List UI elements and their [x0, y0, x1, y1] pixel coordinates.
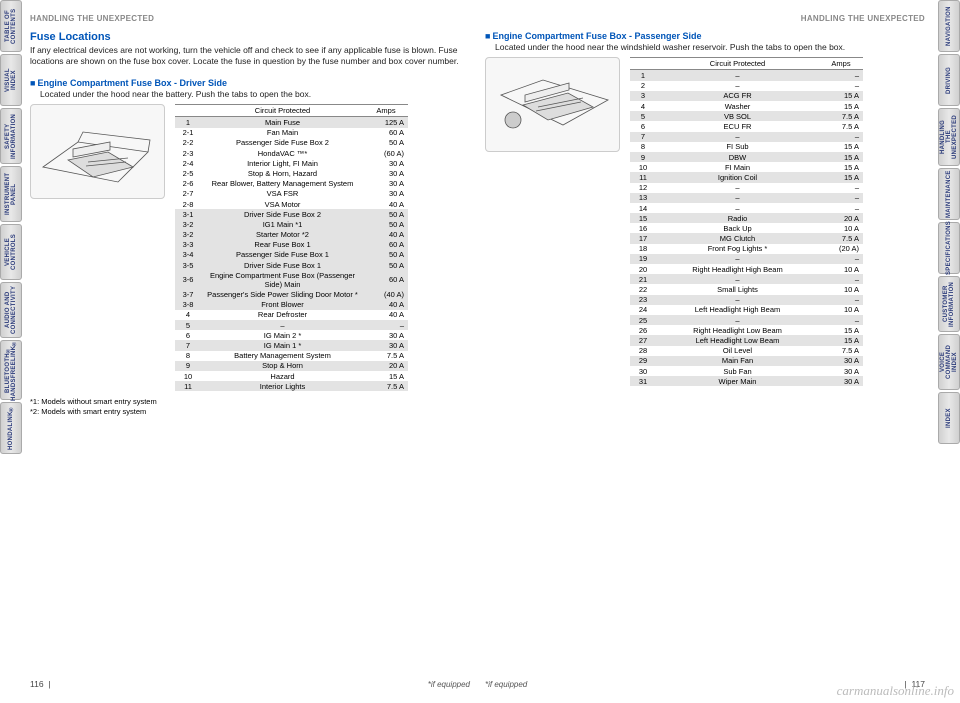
page-header-right: HANDLING THE UNEXPECTED	[485, 14, 925, 23]
nav-tab[interactable]: CUSTOMER INFORMATION	[938, 276, 960, 332]
table-row: 21––	[630, 274, 863, 284]
sub-intro-left: Located under the hood near the battery.…	[40, 89, 470, 100]
table-row: 9Stop & Horn20 A	[175, 361, 408, 371]
table-row: 7IG Main 1 *30 A	[175, 340, 408, 350]
nav-tab[interactable]: NAVIGATION	[938, 0, 960, 52]
nav-tab[interactable]: SPECIFICATIONS	[938, 222, 960, 274]
table-row: 3-4Passenger Side Fuse Box 150 A	[175, 250, 408, 260]
table-row: 1Main Fuse125 A	[175, 117, 408, 128]
subhead-left: ■Engine Compartment Fuse Box - Driver Si…	[30, 78, 470, 88]
nav-tab[interactable]: INSTRUMENT PANEL	[0, 166, 22, 222]
table-row: 3-8Front Blower40 A	[175, 300, 408, 310]
table-row: 6IG Main 2 *30 A	[175, 330, 408, 340]
section-title: Fuse Locations	[30, 31, 470, 43]
table-row: 3-7Passenger's Side Power Sliding Door M…	[175, 289, 408, 299]
table-row: 20Right Headlight High Beam10 A	[630, 264, 863, 274]
if-equipped-left: *if equipped	[428, 680, 470, 689]
table-row: 28Oil Level7.5 A	[630, 346, 863, 356]
left-page: HANDLING THE UNEXPECTED Fuse Locations I…	[30, 14, 470, 689]
table-row: 23––	[630, 295, 863, 305]
table-row: 4Washer15 A	[630, 101, 863, 111]
nav-tab[interactable]: BLUETOOTH® HANDSFREELINK®	[0, 340, 22, 400]
table-row: 2-6Rear Blower, Battery Management Syste…	[175, 179, 408, 189]
watermark: carmanualsonline.info	[837, 683, 954, 699]
table-row: 3ACG FR15 A	[630, 91, 863, 101]
table-row: 12––	[630, 183, 863, 193]
table-row: 5VB SOL7.5 A	[630, 111, 863, 121]
table-row: 2-2Passenger Side Fuse Box 250 A	[175, 138, 408, 148]
table-row: 2-3HondaVAC ™*(60 A)	[175, 148, 408, 158]
fuse-diagram-right	[485, 57, 620, 152]
table-row: 13––	[630, 193, 863, 203]
table-row: 2-5Stop & Horn, Hazard30 A	[175, 168, 408, 178]
table-row: 18Front Fog Lights *(20 A)	[630, 244, 863, 254]
table-row: 2-4Interior Light, FI Main30 A	[175, 158, 408, 168]
table-row: 14––	[630, 203, 863, 213]
page-number-left: 116 |	[30, 679, 51, 689]
table-row: 8FI Sub15 A	[630, 142, 863, 152]
table-row: 8Battery Management System7.5 A	[175, 351, 408, 361]
table-row: 3-6Engine Compartment Fuse Box (Passenge…	[175, 270, 408, 289]
table-row: 3-1Driver Side Fuse Box 250 A	[175, 209, 408, 219]
right-page: HANDLING THE UNEXPECTED ■Engine Compartm…	[485, 14, 925, 689]
table-row: 2-8VSA Motor40 A	[175, 199, 408, 209]
table-row: 2––	[630, 81, 863, 91]
table-row: 10FI Main15 A	[630, 162, 863, 172]
table-row: 9DBW15 A	[630, 152, 863, 162]
table-row: 3-5Driver Side Fuse Box 150 A	[175, 260, 408, 270]
table-row: 19––	[630, 254, 863, 264]
nav-tab[interactable]: HANDLING THE UNEXPECTED	[938, 108, 960, 166]
square-bullet-icon: ■	[485, 31, 490, 41]
section-intro: If any electrical devices are not workin…	[30, 45, 470, 68]
table-notes: *1: Models without smart entry system *2…	[30, 397, 470, 417]
table-row: 26Right Headlight Low Beam15 A	[630, 325, 863, 335]
table-row: 25––	[630, 315, 863, 325]
sub-intro-right: Located under the hood near the windshie…	[495, 42, 925, 53]
table-row: 5––	[175, 320, 408, 330]
fuse-diagram-left	[30, 104, 165, 199]
table-row: 4Rear Defroster40 A	[175, 310, 408, 320]
table-row: 3-2IG1 Main *150 A	[175, 219, 408, 229]
nav-tab[interactable]: VISUAL INDEX	[0, 54, 22, 106]
table-row: 1––	[630, 70, 863, 81]
left-tabs: TABLE OF CONTENTSVISUAL INDEXSAFETY INFO…	[0, 0, 22, 454]
nav-tab[interactable]: DRIVING	[938, 54, 960, 106]
table-row: 3-2Starter Motor *240 A	[175, 229, 408, 239]
table-row: 30Sub Fan30 A	[630, 366, 863, 376]
right-tabs: NAVIGATIONDRIVINGHANDLING THE UNEXPECTED…	[938, 0, 960, 444]
table-row: 7––	[630, 132, 863, 142]
subhead-right: ■Engine Compartment Fuse Box - Passenger…	[485, 31, 925, 41]
nav-tab[interactable]: MAINTENANCE	[938, 168, 960, 220]
table-row: 6ECU FR7.5 A	[630, 121, 863, 131]
table-row: 2-1Fan Main60 A	[175, 128, 408, 138]
table-row: 11Ignition Coil15 A	[630, 172, 863, 182]
nav-tab[interactable]: SAFETY INFORMATION	[0, 108, 22, 164]
table-row: 3-3Rear Fuse Box 160 A	[175, 240, 408, 250]
fuse-table-right: Circuit ProtectedAmps1––2––3ACG FR15 A4W…	[630, 57, 863, 386]
nav-tab[interactable]: TABLE OF CONTENTS	[0, 0, 22, 52]
table-row: 10Hazard15 A	[175, 371, 408, 381]
table-row: 2-7VSA FSR30 A	[175, 189, 408, 199]
nav-tab[interactable]: HONDALINK®	[0, 402, 22, 454]
nav-tab[interactable]: VEHICLE CONTROLS	[0, 224, 22, 280]
square-bullet-icon: ■	[30, 78, 35, 88]
nav-tab[interactable]: INDEX	[938, 392, 960, 444]
table-row: 11Interior Lights7.5 A	[175, 381, 408, 391]
table-row: 15Radio20 A	[630, 213, 863, 223]
table-row: 17MG Clutch7.5 A	[630, 233, 863, 243]
table-row: 16Back Up10 A	[630, 223, 863, 233]
table-row: 22Small Lights10 A	[630, 284, 863, 294]
table-row: 24Left Headlight High Beam10 A	[630, 305, 863, 315]
table-row: 27Left Headlight Low Beam15 A	[630, 335, 863, 345]
fuse-table-left: Circuit ProtectedAmps1Main Fuse125 A2-1F…	[175, 104, 408, 391]
table-row: 29Main Fan30 A	[630, 356, 863, 366]
page-header-left: HANDLING THE UNEXPECTED	[30, 14, 470, 23]
nav-tab[interactable]: AUDIO AND CONNECTIVITY	[0, 282, 22, 338]
if-equipped-right: *if equipped	[485, 680, 527, 689]
table-row: 31Wiper Main30 A	[630, 376, 863, 386]
nav-tab[interactable]: VOICE COMMAND INDEX	[938, 334, 960, 390]
